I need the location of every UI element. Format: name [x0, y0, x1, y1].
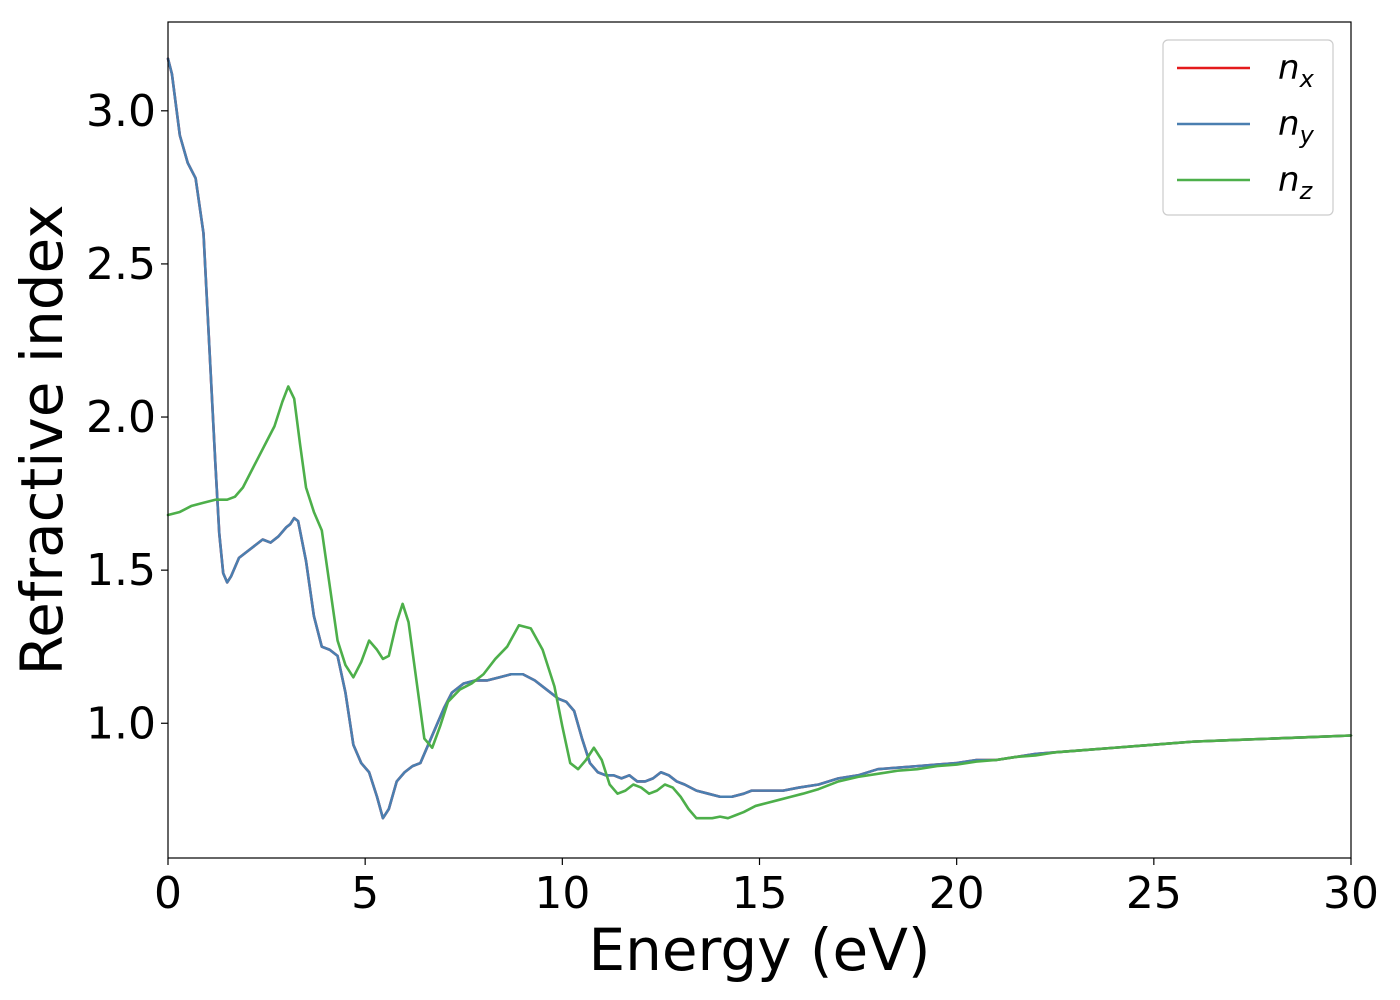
legend-label-n-y: ny — [1278, 104, 1315, 149]
legend-label-n-x: nx — [1278, 48, 1315, 93]
legend-box — [1162, 39, 1334, 216]
x-axis-title: Energy (eV) — [588, 916, 930, 984]
y-axis: 1.0 1.5 2.0 2.5 3.0 — [86, 86, 168, 749]
legend: nx ny nz — [1162, 39, 1334, 216]
y-tick-label: 2.0 — [86, 392, 156, 443]
x-tick-label: 25 — [1126, 868, 1182, 919]
y-tick-label: 3.0 — [86, 86, 156, 137]
x-tick-label: 0 — [154, 868, 182, 919]
y-axis-title: Refractive index — [8, 204, 76, 675]
y-tick-label: 1.0 — [86, 698, 156, 749]
y-tick-label: 1.5 — [86, 545, 156, 596]
plot-lines — [166, 57, 1353, 820]
x-tick-label: 20 — [929, 868, 985, 919]
x-tick-label: 10 — [534, 868, 590, 919]
x-tick-label: 15 — [732, 868, 788, 919]
x-axis: 0 5 10 15 20 25 30 — [154, 858, 1379, 919]
x-tick-label: 30 — [1323, 868, 1379, 919]
series-line-n-y — [166, 57, 1353, 820]
y-tick-label: 2.5 — [86, 239, 156, 290]
legend-label-n-z: nz — [1278, 160, 1314, 205]
series-line-n-z — [166, 385, 1353, 820]
x-tick-label: 5 — [351, 868, 379, 919]
